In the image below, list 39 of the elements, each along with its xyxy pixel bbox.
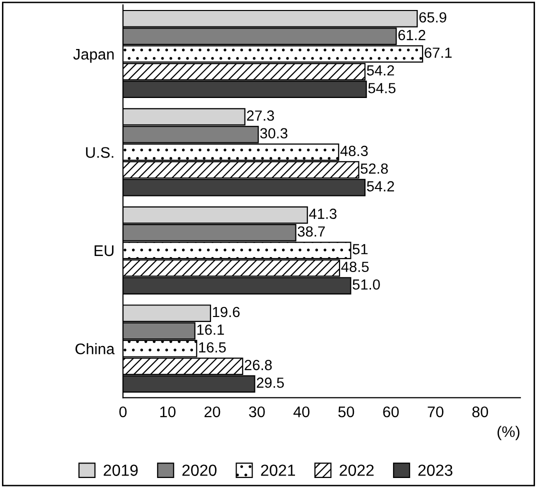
data-label: 52.8 bbox=[360, 163, 388, 174]
x-axis-title: (%) bbox=[498, 426, 520, 440]
data-label: 48.5 bbox=[341, 262, 369, 272]
legend-label: 2022 bbox=[340, 464, 374, 476]
data-label: 29.5 bbox=[256, 378, 284, 388]
legend-label: 2020 bbox=[182, 464, 216, 476]
data-label: 54.2 bbox=[366, 65, 394, 76]
y-tick-label: U.S. bbox=[86, 147, 114, 158]
x-tick-label: 20 bbox=[204, 406, 220, 418]
x-tick-label: 80 bbox=[472, 406, 488, 418]
x-tick-label: 70 bbox=[428, 406, 444, 418]
x-tick-label: 50 bbox=[338, 406, 354, 418]
data-label: 67.1 bbox=[424, 48, 452, 58]
data-label: 54.5 bbox=[368, 83, 396, 94]
data-label: 51 bbox=[352, 244, 368, 254]
y-tick-label: Japan bbox=[73, 49, 114, 63]
legend-label: 2021 bbox=[261, 464, 295, 476]
data-label: 19.6 bbox=[212, 306, 240, 318]
x-tick-label: 40 bbox=[293, 406, 310, 418]
data-label: 51.0 bbox=[352, 279, 380, 290]
x-tick-label: 60 bbox=[383, 406, 399, 418]
data-label: 54.2 bbox=[366, 181, 394, 192]
data-label: 26.8 bbox=[244, 360, 272, 370]
data-label: 41.3 bbox=[309, 208, 337, 219]
x-tick-label: 10 bbox=[160, 406, 176, 418]
data-label: 30.3 bbox=[260, 128, 288, 138]
data-label: 16.5 bbox=[199, 342, 226, 353]
data-label: 38.7 bbox=[298, 226, 325, 237]
data-label: 27.3 bbox=[246, 110, 274, 121]
legend-label: 2019 bbox=[104, 464, 138, 476]
data-label: 16.1 bbox=[197, 324, 224, 335]
data-label: 61.2 bbox=[398, 30, 426, 40]
y-tick-label: China bbox=[76, 343, 115, 354]
x-tick-label: 30 bbox=[249, 406, 265, 418]
legend-label: 2023 bbox=[418, 464, 452, 476]
x-tick-label: 0 bbox=[119, 406, 127, 418]
data-label: 48.3 bbox=[340, 146, 368, 156]
data-label: 65.9 bbox=[419, 12, 446, 23]
y-tick-label: EU bbox=[94, 245, 114, 256]
